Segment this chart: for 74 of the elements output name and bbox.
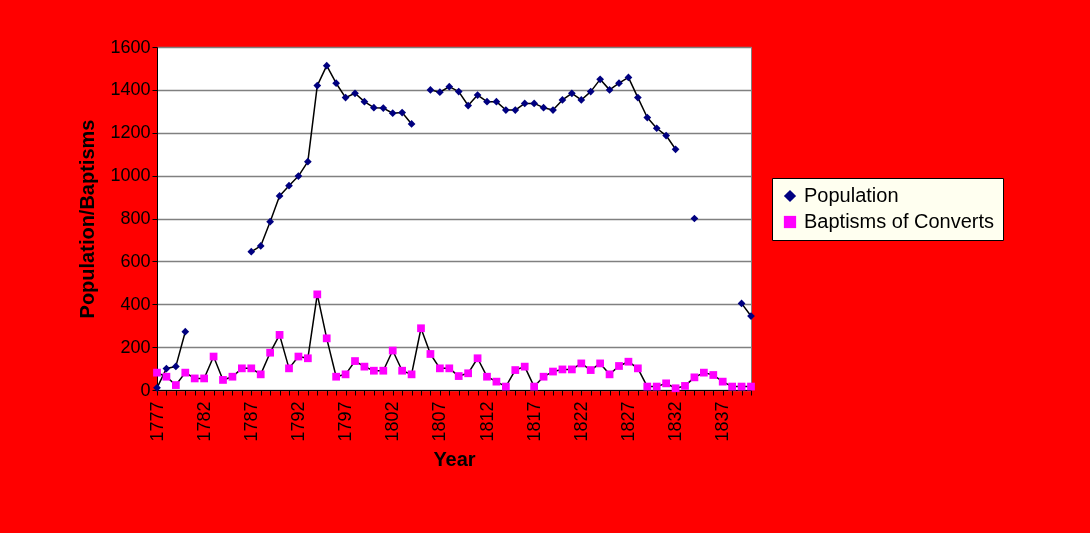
- point: [303, 157, 312, 166]
- point: [445, 82, 454, 91]
- point: [426, 86, 435, 94]
- y-tick-label: 400: [120, 293, 151, 314]
- y-tick-label: 600: [120, 250, 151, 271]
- point: [171, 362, 180, 371]
- point: [652, 124, 661, 133]
- y-tick-label: 1400: [110, 79, 151, 100]
- y-tick-label: 800: [120, 208, 151, 228]
- point: [360, 97, 369, 106]
- point: [454, 87, 463, 96]
- point: [398, 108, 407, 117]
- point: [322, 61, 331, 70]
- y-tick-label: 1600: [110, 36, 151, 57]
- point: [341, 93, 350, 102]
- point: [388, 109, 397, 118]
- x-tick-label: 1837: [712, 401, 733, 442]
- point: [162, 364, 171, 373]
- x-tick-label: 1822: [570, 401, 591, 442]
- point: [615, 79, 623, 88]
- y-tick-label: 200: [120, 336, 151, 357]
- point: [520, 99, 529, 108]
- x-tick-label: 1807: [429, 401, 450, 442]
- x-tick-label: 1777: [146, 401, 167, 442]
- x-tick-label: 1812: [476, 401, 497, 442]
- point: [643, 113, 652, 122]
- point: [624, 73, 633, 82]
- point: [511, 106, 520, 114]
- point: [351, 89, 359, 98]
- point: [596, 75, 605, 84]
- point: [605, 86, 614, 94]
- point: [332, 79, 341, 88]
- point: [435, 88, 444, 97]
- point: [558, 96, 567, 104]
- point: [539, 103, 548, 112]
- x-tick-label: 1832: [665, 401, 686, 442]
- point: [313, 81, 322, 90]
- x-tick-label: 1792: [287, 401, 308, 442]
- point: [577, 96, 586, 104]
- point: [633, 93, 642, 102]
- y-tick-label: 1200: [110, 122, 151, 143]
- point: [473, 91, 482, 99]
- point: [407, 120, 416, 128]
- point: [662, 131, 671, 140]
- point: [586, 87, 595, 96]
- point: [247, 247, 256, 256]
- x-tick-label: 1802: [382, 401, 403, 442]
- point: [671, 145, 680, 154]
- point: [294, 172, 303, 180]
- x-axis-title: Year: [433, 447, 476, 470]
- x-tick-label: 1797: [335, 401, 356, 442]
- point: [256, 242, 265, 250]
- x-tick-label: 1827: [617, 401, 638, 442]
- y-tick-label: 1000: [110, 165, 151, 186]
- point: [181, 327, 190, 336]
- point: [379, 104, 388, 112]
- point: [266, 217, 275, 226]
- legend-label: Baptisms of Converts: [804, 210, 995, 232]
- point: [530, 99, 539, 108]
- y-axis-title: Population/Baptisms: [76, 119, 99, 319]
- point: [275, 192, 284, 200]
- y-tick-label: 0: [140, 379, 151, 400]
- x-tick-label: 1817: [523, 401, 544, 442]
- point: [483, 97, 491, 106]
- x-tick-label: 1787: [240, 401, 261, 442]
- point: [567, 89, 576, 98]
- point: [501, 106, 510, 114]
- point: [464, 101, 473, 110]
- point: [492, 97, 501, 106]
- point: [369, 103, 378, 112]
- point: [737, 299, 746, 308]
- x-tick-label: 1782: [193, 401, 214, 442]
- point: [285, 181, 293, 190]
- legend-label: Population: [804, 184, 899, 206]
